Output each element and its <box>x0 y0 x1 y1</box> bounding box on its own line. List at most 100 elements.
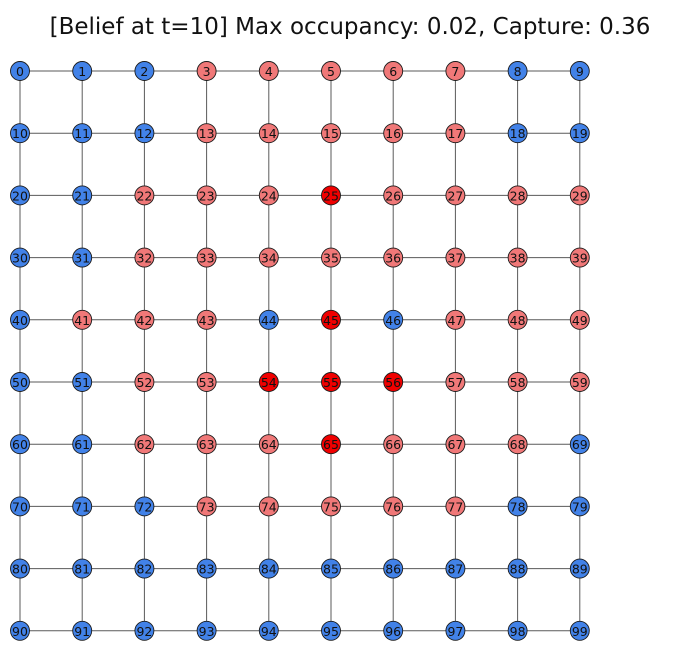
node-label-77: 77 <box>447 499 463 514</box>
node-30: 30 <box>10 247 30 268</box>
node-circle-91 <box>72 620 93 641</box>
node-circle-34 <box>258 247 279 268</box>
node-label-82: 82 <box>136 562 152 577</box>
node-circle-35 <box>321 247 341 268</box>
node-circle-24 <box>258 185 279 206</box>
node-41: 41 <box>72 309 93 330</box>
node-48: 48 <box>507 309 528 330</box>
node-circle-7 <box>445 61 466 81</box>
node-circle-14 <box>258 123 279 144</box>
node-circle-23 <box>196 185 217 206</box>
node-circle-52 <box>134 372 155 392</box>
node-label-24: 24 <box>261 188 277 203</box>
node-label-87: 87 <box>447 562 463 577</box>
node-label-6: 6 <box>389 64 397 79</box>
node-label-29: 29 <box>572 188 588 203</box>
node-circle-45 <box>321 309 341 330</box>
node-85: 85 <box>321 558 341 579</box>
node-circle-29 <box>569 185 590 206</box>
node-52: 52 <box>134 372 155 392</box>
node-66: 66 <box>383 434 404 455</box>
node-circle-40 <box>10 309 30 330</box>
node-label-13: 13 <box>199 126 215 141</box>
node-circle-96 <box>383 620 404 641</box>
node-55: 55 <box>321 372 341 392</box>
node-label-75: 75 <box>323 499 339 514</box>
node-circle-60 <box>10 434 30 455</box>
node-circle-27 <box>445 185 466 206</box>
node-label-2: 2 <box>140 64 148 79</box>
node-circle-1 <box>72 61 93 81</box>
node-50: 50 <box>10 372 30 392</box>
node-53: 53 <box>196 372 217 392</box>
node-label-72: 72 <box>136 499 152 514</box>
node-label-50: 50 <box>12 375 28 390</box>
node-label-30: 30 <box>12 251 28 266</box>
node-circle-84 <box>258 558 279 579</box>
node-circle-80 <box>10 558 30 579</box>
node-79: 79 <box>569 496 590 517</box>
node-61: 61 <box>72 434 93 455</box>
node-10: 10 <box>10 123 30 144</box>
node-circle-31 <box>72 247 93 268</box>
node-label-20: 20 <box>12 188 28 203</box>
node-42: 42 <box>134 309 155 330</box>
node-circle-59 <box>569 372 590 392</box>
node-11: 11 <box>72 123 93 144</box>
node-circle-99 <box>569 620 590 641</box>
node-93: 93 <box>196 620 217 641</box>
node-circle-83 <box>196 558 217 579</box>
node-label-26: 26 <box>385 188 401 203</box>
node-label-15: 15 <box>323 126 339 141</box>
node-75: 75 <box>321 496 341 517</box>
node-circle-6 <box>383 61 404 81</box>
node-label-71: 71 <box>74 499 90 514</box>
node-33: 33 <box>196 247 217 268</box>
node-25: 25 <box>321 185 341 206</box>
node-label-86: 86 <box>385 562 401 577</box>
node-circle-72 <box>134 496 155 517</box>
node-78: 78 <box>507 496 528 517</box>
node-59: 59 <box>569 372 590 392</box>
node-circle-58 <box>507 372 528 392</box>
node-label-78: 78 <box>510 499 526 514</box>
node-36: 36 <box>383 247 404 268</box>
node-58: 58 <box>507 372 528 392</box>
node-label-33: 33 <box>199 251 215 266</box>
node-98: 98 <box>507 620 528 641</box>
node-12: 12 <box>134 123 155 144</box>
node-label-89: 89 <box>572 562 588 577</box>
node-64: 64 <box>258 434 279 455</box>
chart-title: [Belief at t=10] Max occupancy: 0.02, Ca… <box>49 14 651 40</box>
node-label-43: 43 <box>199 313 215 328</box>
node-circle-98 <box>507 620 528 641</box>
node-label-97: 97 <box>447 624 463 639</box>
node-label-51: 51 <box>74 375 90 390</box>
node-label-81: 81 <box>74 562 90 577</box>
node-circle-43 <box>196 309 217 330</box>
node-label-44: 44 <box>261 313 277 328</box>
node-2: 2 <box>134 61 155 81</box>
node-circle-15 <box>321 123 341 144</box>
node-circle-55 <box>321 372 341 392</box>
node-label-74: 74 <box>261 499 277 514</box>
node-circle-61 <box>72 434 93 455</box>
node-circle-63 <box>196 434 217 455</box>
node-label-54: 54 <box>261 375 277 390</box>
node-label-14: 14 <box>261 126 277 141</box>
node-label-58: 58 <box>510 375 526 390</box>
node-39: 39 <box>569 247 590 268</box>
node-label-67: 67 <box>447 437 463 452</box>
node-circle-0 <box>10 61 30 81</box>
node-95: 95 <box>321 620 341 641</box>
node-circle-10 <box>10 123 30 144</box>
node-label-56: 56 <box>385 375 401 390</box>
node-circle-20 <box>10 185 30 206</box>
node-9: 9 <box>569 61 590 81</box>
node-label-90: 90 <box>12 624 28 639</box>
node-88: 88 <box>507 558 528 579</box>
node-label-0: 0 <box>16 64 24 79</box>
node-label-4: 4 <box>265 64 273 79</box>
node-29: 29 <box>569 185 590 206</box>
node-label-16: 16 <box>385 126 401 141</box>
